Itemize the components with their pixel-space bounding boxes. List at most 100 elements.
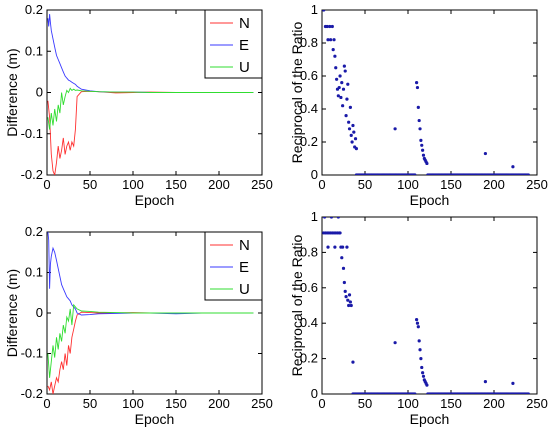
y-axis-label: Reciprocal of the Ratio	[289, 21, 305, 163]
x-axis-label: Epoch	[135, 192, 175, 208]
data-point	[483, 151, 487, 156]
data-point	[326, 38, 330, 42]
y-tick-label: -0.1	[21, 126, 43, 141]
data-point	[345, 97, 349, 101]
data-point	[526, 173, 530, 175]
data-point	[352, 130, 356, 134]
x-tick-label: 0	[318, 396, 325, 411]
y-tick-label: 0.2	[300, 134, 318, 149]
x-tick-label: 50	[83, 396, 97, 411]
y-tick-label: 1	[311, 209, 318, 224]
data-point	[421, 374, 426, 378]
y-tick-label: 0.6	[300, 280, 318, 295]
y-tick-label: 0	[36, 85, 43, 100]
data-point	[333, 54, 337, 58]
data-point	[347, 120, 351, 124]
data-point	[326, 245, 330, 249]
data-point	[345, 245, 349, 249]
data-point	[333, 245, 337, 249]
data-point	[419, 357, 423, 361]
data-point	[413, 392, 417, 394]
x-tick-label: 50	[83, 177, 97, 192]
y-tick-label: 0	[36, 305, 43, 320]
data-point	[415, 85, 420, 90]
y-tick-label: 1	[311, 2, 318, 17]
data-point	[329, 217, 334, 219]
data-point	[344, 114, 348, 118]
y-tick-label: 0.1	[25, 265, 43, 280]
data-point	[418, 348, 422, 352]
x-axis-label: Epoch	[410, 411, 450, 427]
data-point	[328, 24, 332, 29]
data-point	[335, 77, 339, 81]
data-point	[421, 371, 425, 375]
x-tick-label: 200	[208, 396, 230, 411]
data-point	[417, 118, 421, 123]
x-tick-label: 100	[397, 396, 419, 411]
x-tick-label: 150	[165, 396, 187, 411]
data-point	[341, 104, 345, 108]
data-point	[347, 127, 352, 131]
data-point	[349, 303, 353, 308]
data-point	[393, 341, 397, 345]
chart-panel-2: 0 50 100 150 200 250 0 0.2 0.4 0.6 0.8 1 Epoch Recipr…	[289, 2, 548, 208]
legend-label-N: N	[239, 237, 250, 254]
data-point	[511, 381, 515, 385]
data-point	[331, 48, 335, 52]
x-tick-label: 50	[358, 177, 372, 192]
x-tick-label: 150	[165, 177, 187, 192]
x-tick-label: 200	[483, 396, 505, 411]
y-tick-label: 0.8	[300, 35, 318, 50]
x-axis-label: Epoch	[135, 411, 175, 427]
data-point	[341, 266, 346, 270]
x-tick-label: 250	[526, 396, 548, 411]
data-point	[413, 173, 417, 175]
legend-label-N: N	[239, 15, 250, 32]
data-point	[334, 66, 338, 70]
legend-box	[204, 231, 263, 301]
data-point	[425, 161, 429, 166]
data-point	[341, 245, 345, 249]
data-point	[336, 94, 340, 98]
y-tick-label: 0.2	[300, 351, 318, 366]
x-tick-label: 250	[251, 396, 273, 411]
x-tick-label: 0	[43, 177, 50, 192]
x-tick-label: 0	[318, 177, 325, 192]
data-point	[348, 300, 352, 304]
legend-box	[204, 9, 263, 79]
data-point	[393, 127, 397, 131]
data-point	[415, 81, 419, 85]
data-point	[338, 231, 342, 235]
y-tick-label: 0.1	[25, 43, 43, 58]
data-point	[325, 24, 329, 29]
series-line-U	[47, 87, 254, 130]
data-point	[342, 280, 346, 285]
data-point	[354, 147, 358, 151]
y-tick-label: 0.2	[25, 224, 43, 239]
x-tick-label: 100	[397, 177, 419, 192]
data-point	[330, 24, 334, 29]
data-point	[337, 85, 341, 90]
data-point	[349, 133, 353, 137]
y-tick-label: 0	[311, 167, 318, 182]
data-point	[339, 95, 343, 100]
y-tick-label: -0.2	[21, 386, 43, 401]
data-point	[344, 295, 348, 299]
data-point	[416, 105, 420, 109]
legend-label-E: E	[239, 259, 249, 276]
data-point	[351, 360, 355, 364]
x-tick-label: 250	[526, 177, 548, 192]
data-point	[346, 298, 350, 302]
data-point	[421, 148, 425, 152]
y-axis-label: Difference (m)	[4, 48, 20, 136]
data-point	[511, 165, 515, 169]
plot-area	[321, 9, 538, 176]
x-tick-label: 150	[440, 396, 462, 411]
y-axis-label: Reciprocal of the Ratio	[289, 234, 305, 376]
plot-area	[321, 216, 538, 395]
data-point	[346, 82, 350, 86]
chart-panel-3: 0 50 100 150 200 250 -0.2 -0.1 0 0.1 0.2 Epoch Diffe…	[4, 224, 273, 427]
legend-label-U: U	[239, 59, 250, 76]
data-point	[417, 339, 421, 343]
